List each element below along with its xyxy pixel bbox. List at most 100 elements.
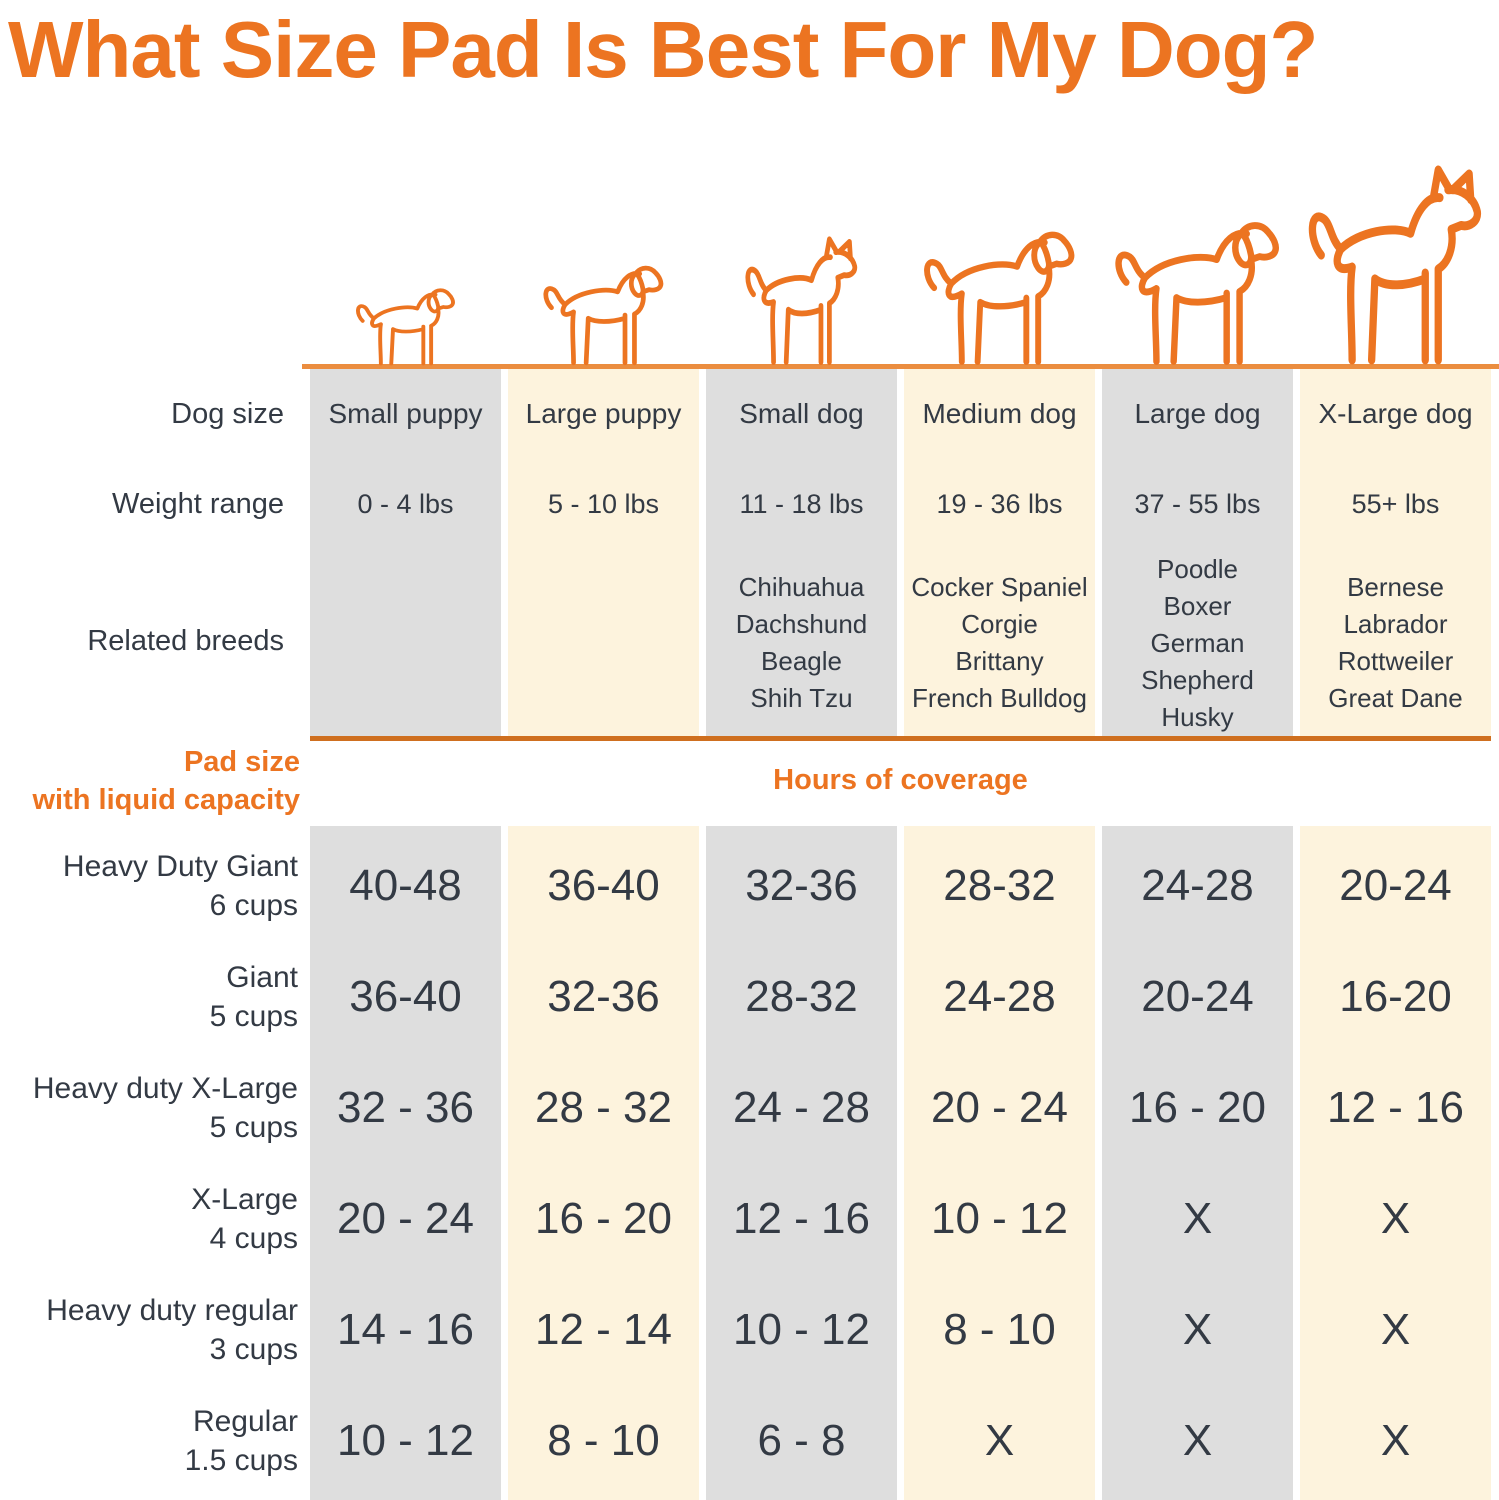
coverage-value-cell: X [984,1416,1015,1465]
coverage-value-cell: 36-40 [349,972,462,1021]
pad-name: Giant [226,961,298,994]
pad-name: Heavy duty regular [46,1294,298,1327]
coverage-value-cell: X [1380,1416,1411,1465]
dog-size-header: Medium dog [922,398,1077,429]
coverage-value-cell: 20-24 [1141,972,1254,1021]
coverage-value-cell: 10 - 12 [337,1416,474,1465]
hours-of-coverage-header: Hours of coverage [773,764,1028,796]
page-title: What Size Pad Is Best For My Dog? [8,5,1318,94]
coverage-value-cell: 24 - 28 [733,1083,870,1132]
column-background-bottom [706,826,897,1500]
coverage-value-cell: 20 - 24 [337,1194,474,1243]
breed-name: Bernese [1347,572,1444,602]
breed-name: Rottweiler [1337,646,1454,676]
dog-size-header: Small dog [739,398,864,429]
column-background-top [508,369,699,736]
large-dog-icon [1112,214,1284,366]
weight-range-value: 11 - 18 lbs [739,489,864,519]
breed-name: Brittany [955,646,1044,676]
column-background-top [904,369,1095,736]
column-background-bottom [310,826,501,1500]
breed-name: Great Dane [1328,683,1463,713]
coverage-value-cell: 10 - 12 [733,1305,870,1354]
weight-range-value: 5 - 10 lbs [547,489,660,519]
row-header-dog-size: Dog size [171,398,284,430]
coverage-value-cell: 8 - 10 [547,1416,660,1465]
pad-name: X-Large [191,1183,298,1216]
pad-row-label: Heavy Duty Giant 6 cups [0,847,298,925]
column-background-top [1102,369,1293,736]
breed-list: Poodle Boxer German Shepherd Husky [1102,545,1293,741]
coverage-value-cell: X [1380,1305,1411,1354]
breed-list: Cocker Spaniel Corgie Brittany French Bulld… [904,545,1095,741]
pad-name: Heavy duty X-Large [32,1072,298,1105]
breed-name: Cocker Spaniel [911,572,1088,602]
pad-row-label: Giant 5 cups [0,958,298,1036]
column-background-bottom [904,826,1095,1500]
breed-name: French Bulldog [912,683,1087,713]
weight-range-value: 19 - 36 lbs [936,489,1063,519]
column-background-top [310,369,501,736]
breed-list: Bernese Labrador Rottweiler Great Dane [1300,545,1491,741]
coverage-value-cell: 10 - 12 [931,1194,1068,1243]
breed-list [310,545,501,741]
coverage-value-cell: 40-48 [349,861,462,910]
column-background-bottom [1102,826,1293,1500]
coverage-value-cell: 28-32 [943,861,1056,910]
weight-range-value: 37 - 55 lbs [1134,489,1261,519]
column-background-bottom [1300,826,1491,1500]
breed-name: Shih Tzu [750,683,853,713]
breed-list: Chihuahua Dachshund Beagle Shih Tzu [706,545,897,741]
weight-range-value: 0 - 4 lbs [357,489,454,519]
coverage-value-cell: 12 - 14 [535,1305,672,1354]
pad-row-label: Regular 1.5 cups [0,1402,298,1480]
coverage-value-cell: 16-20 [1339,972,1452,1021]
coverage-value-cell: 24-28 [1141,861,1254,910]
row-header-weight-range: Weight range [112,488,284,520]
coverage-value-cell: 8 - 10 [943,1305,1056,1354]
coverage-value-cell: 16 - 20 [1129,1083,1266,1132]
ground-line [302,364,1499,369]
pad-name: Heavy Duty Giant [62,850,298,883]
pad-capacity: 5 cups [209,1000,298,1033]
coverage-value-cell: 24-28 [943,972,1056,1021]
section-divider-line [310,736,1491,741]
coverage-value-cell: 28 - 32 [535,1083,672,1132]
pad-name: Regular [192,1405,298,1438]
pad-capacity: 5 cups [209,1111,298,1144]
pad-row-label: X-Large 4 cups [0,1180,298,1258]
breed-name: Labrador [1343,609,1448,639]
pad-capacity: 1.5 cups [184,1444,298,1477]
coverage-value-cell: 32 - 36 [337,1083,474,1132]
breed-name: Chihuahua [738,572,865,602]
coverage-value-cell: 28-32 [745,972,858,1021]
column-background-top [1300,369,1491,736]
coverage-value-cell: 12 - 16 [1327,1083,1464,1132]
breed-name: Dachshund [735,609,868,639]
dog-size-header: X-Large dog [1318,398,1473,429]
coverage-value-cell: 32-36 [547,972,660,1021]
row-header-related-breeds: Related breeds [87,625,284,657]
coverage-value-cell: 36-40 [547,861,660,910]
dog-size-header: Small puppy [328,398,483,429]
weight-range-value: 55+ lbs [1351,489,1440,519]
coverage-value-cell: 14 - 16 [337,1305,474,1354]
pad-row-label: Heavy duty regular 3 cups [0,1291,298,1369]
breed-list [508,545,699,741]
pad-size-label-line2: with liquid capacity [32,784,301,816]
pad-capacity: 3 cups [209,1333,298,1366]
coverage-value-cell: 20-24 [1339,861,1452,910]
breed-name: German [1150,627,1245,658]
large-puppy-icon [541,260,667,366]
coverage-value-cell: 12 - 16 [733,1194,870,1243]
column-background-bottom [508,826,699,1500]
small-puppy-icon [354,284,458,366]
coverage-value-cell: 6 - 8 [757,1416,846,1465]
dog-size-header: Large puppy [525,398,682,429]
pad-capacity: 6 cups [209,889,298,922]
breed-name: Boxer [1163,590,1232,621]
x-large-dog-icon [1305,165,1487,366]
small-dog-icon [743,236,861,366]
column-background-top [706,369,897,736]
